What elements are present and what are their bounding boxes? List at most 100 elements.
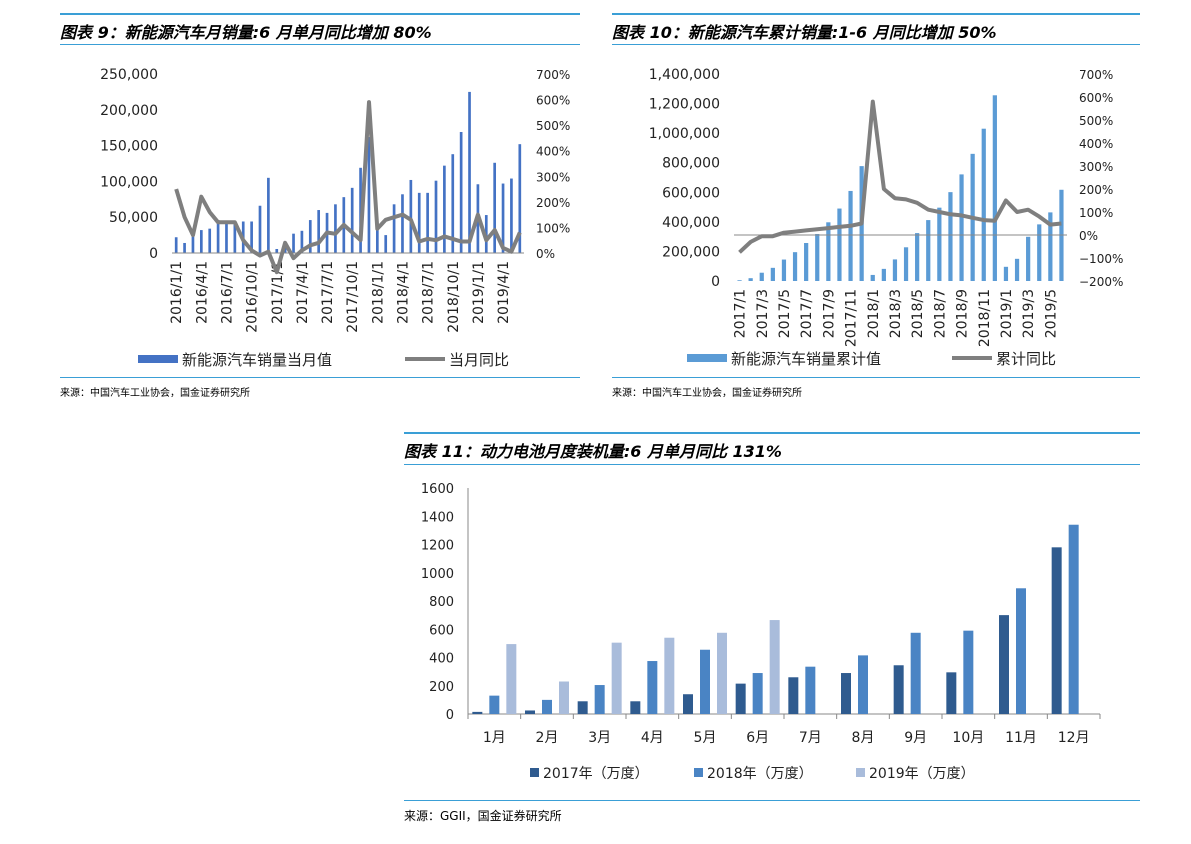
bar xyxy=(1014,258,1020,281)
bar xyxy=(384,235,388,253)
bar xyxy=(752,673,763,714)
bar xyxy=(1048,212,1053,281)
bar xyxy=(1037,224,1042,281)
bar xyxy=(300,230,304,253)
bar xyxy=(881,268,886,281)
x-tick-label: 11月 xyxy=(1005,730,1037,746)
chart-title: 图表 9：新能源汽车月销量:6 月单月同比增加 80% xyxy=(60,23,432,42)
bar xyxy=(664,637,675,714)
bar xyxy=(183,242,186,253)
x-tick-label: 2016/10/1 xyxy=(245,261,261,333)
x-tick-label: 2017/10/1 xyxy=(345,261,361,333)
chart-panel-1: 图表 9：新能源汽车月销量:6 月单月同比增加 80% 0 50,000 100,0… xyxy=(60,10,580,405)
x-tick-label: 2017/11 xyxy=(844,289,860,347)
y-tick-label: 400 xyxy=(429,652,454,667)
bar xyxy=(317,210,321,253)
bar xyxy=(770,267,775,281)
chart-canvas: 0 200,000 400,000 600,000 800,000 1,000,000 1,… xyxy=(649,67,1124,368)
y-right-tick-label: 500% xyxy=(536,119,570,133)
bar xyxy=(841,673,851,714)
x-tick-label: 2019/1/1 xyxy=(471,261,487,324)
bar xyxy=(501,183,505,253)
x-tick-label: 2017/7 xyxy=(799,289,815,338)
x-tick-label: 2018/5 xyxy=(910,289,926,338)
y-right-tick-label: 700% xyxy=(536,68,570,82)
x-tick-label: 2019/3 xyxy=(1021,289,1037,338)
bar xyxy=(611,642,622,714)
bar xyxy=(781,259,787,281)
bar xyxy=(647,661,658,714)
x-tick-label: 2017/5 xyxy=(777,289,793,338)
y-right-tick-label: 0% xyxy=(1079,229,1098,243)
y-left-tick-label: 0 xyxy=(711,274,720,290)
legend-swatch xyxy=(530,768,539,777)
bar xyxy=(401,194,404,253)
y-tick-label: 1000 xyxy=(421,567,454,582)
bar xyxy=(700,649,710,714)
bar xyxy=(459,131,463,253)
bar xyxy=(250,221,253,253)
bar xyxy=(1026,236,1031,281)
x-tick-label: 7月 xyxy=(799,730,822,746)
title-underline xyxy=(60,44,580,45)
bar xyxy=(409,179,413,253)
header-rule xyxy=(612,13,1140,15)
x-tick-label: 2018/1/1 xyxy=(370,261,386,324)
x-tick-label: 2019/4/1 xyxy=(496,261,512,324)
legend-swatch xyxy=(856,768,865,777)
bar xyxy=(174,237,178,253)
bar xyxy=(1016,588,1026,714)
bar xyxy=(594,685,605,714)
bar xyxy=(375,224,379,253)
x-tick-label: 2017/3 xyxy=(755,289,771,338)
bar xyxy=(308,220,312,253)
bar xyxy=(334,204,337,253)
bar xyxy=(367,137,371,253)
bar xyxy=(525,710,535,714)
y-left-tick-label: 1,200,000 xyxy=(649,97,720,113)
legend-label: 累计同比 xyxy=(996,350,1056,368)
bar xyxy=(225,222,228,253)
bar xyxy=(915,233,920,281)
x-tick-label: 2019/1 xyxy=(999,289,1015,338)
y-left-tick-label: 200,000 xyxy=(662,244,720,260)
y-right-tick-label: 600% xyxy=(1079,91,1113,105)
y-right-tick-label: 300% xyxy=(1079,160,1113,174)
y-left-tick-label: 50,000 xyxy=(109,210,158,226)
y-tick-label: 800 xyxy=(429,595,454,610)
y-tick-label: 1400 xyxy=(421,510,454,525)
bar xyxy=(926,220,931,281)
y-left-tick-label: 600,000 xyxy=(662,185,720,201)
x-tick-label: 2018/9 xyxy=(955,289,971,338)
x-tick-label: 1月 xyxy=(483,730,506,746)
bar xyxy=(258,205,262,253)
bar xyxy=(815,233,820,281)
source-rule xyxy=(612,377,1140,378)
x-tick-label: 2018/7 xyxy=(932,289,948,338)
bar xyxy=(630,701,641,714)
y-right-tick-label: 200% xyxy=(536,196,570,210)
chart-title: 图表 11：动力电池月度装机量:6 月单月同比 131% xyxy=(404,442,782,461)
x-tick-label: 8月 xyxy=(852,730,875,746)
bar xyxy=(805,666,816,714)
bar xyxy=(948,192,953,281)
y-left-tick-label: 150,000 xyxy=(100,139,158,155)
x-tick-label: 2016/1/1 xyxy=(169,261,185,324)
bar xyxy=(199,230,203,253)
legend-label: 2017年（万度） xyxy=(543,766,649,782)
bar xyxy=(946,672,957,714)
x-tick-label: 2016/7/1 xyxy=(219,261,235,324)
bar xyxy=(468,91,471,254)
x-tick-label: 2018/7/1 xyxy=(421,261,437,324)
bar xyxy=(769,620,780,714)
bar xyxy=(717,632,727,714)
bar xyxy=(1003,266,1009,281)
bar xyxy=(472,711,483,714)
x-tick-label: 2018/10/1 xyxy=(446,261,462,333)
y-right-tick-label: 400% xyxy=(1079,137,1113,151)
bar xyxy=(792,252,798,281)
bar xyxy=(559,681,569,714)
legend-swatch xyxy=(687,354,727,362)
x-tick-label: 2018/4/1 xyxy=(395,261,411,324)
bar xyxy=(870,274,875,281)
